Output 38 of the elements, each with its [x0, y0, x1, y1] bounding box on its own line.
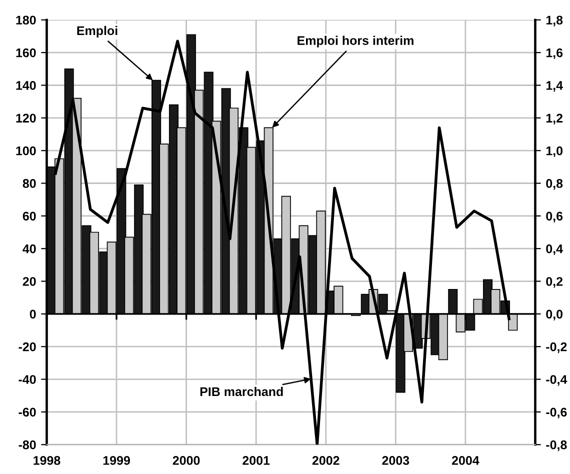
y-tick-label: 0: [30, 310, 36, 319]
y-tick-label: 60: [22, 212, 36, 221]
y2-tick-label: -0,4: [546, 375, 568, 386]
x-tick-label: 2002: [312, 456, 340, 465]
text: Emploi: [77, 26, 118, 38]
y-tick-label: 180: [16, 16, 36, 25]
y2-tick-label: 1,2: [546, 114, 563, 124]
y-tick-label: 80: [22, 179, 36, 188]
x-tick-label: 2004: [452, 456, 480, 465]
text: PIB marchand: [200, 386, 283, 396]
y-tick-label: -40: [18, 375, 36, 384]
y2-tick-label: -0,6: [546, 408, 567, 418]
y2-tick-label: 0,0: [546, 310, 563, 320]
y2-tick-label: 1,0: [546, 146, 563, 158]
x-tick-label: 1998: [34, 456, 60, 465]
y2-tick-label: -0,8: [546, 440, 567, 452]
x-tick-label: 1999: [103, 456, 130, 465]
y-tick-label: 100: [16, 146, 36, 156]
x-tick-label: 2001: [242, 456, 270, 465]
y-tick-label: 20: [22, 277, 36, 286]
y2-tick-label: 0,6: [546, 212, 563, 222]
y-tick-label: 40: [22, 244, 36, 254]
y-tick-label: 140: [16, 81, 36, 90]
y2-tick-label: 0,8: [546, 179, 563, 190]
text: Emploi hors interim: [298, 36, 414, 48]
y-tick-label: -80: [18, 440, 36, 450]
x-tick-label: 2000: [172, 456, 200, 465]
y-tick-label: -60: [18, 408, 36, 417]
y2-tick-label: 1,6: [546, 48, 563, 60]
y2-tick-label: -0,2: [546, 342, 567, 354]
y2-tick-label: 1,8: [546, 16, 563, 26]
y2-tick-label: 1,4: [546, 81, 563, 92]
y-tick-label: 120: [16, 114, 36, 123]
y2-tick-label: 0,2: [546, 277, 563, 288]
y-tick-label: -20: [18, 342, 36, 352]
x-tick-label: 2003: [382, 456, 410, 465]
y-tick-label: 160: [16, 48, 36, 58]
y2-tick-label: 0,4: [546, 244, 563, 256]
